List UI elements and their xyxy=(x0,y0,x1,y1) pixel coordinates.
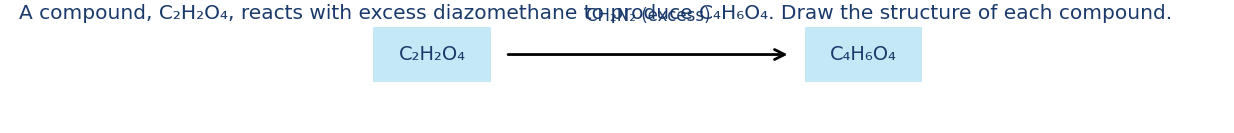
Text: C₂H₂O₄: C₂H₂O₄ xyxy=(399,45,465,64)
Text: C₄H₆O₄: C₄H₆O₄ xyxy=(830,45,897,64)
FancyBboxPatch shape xyxy=(373,27,490,82)
Text: CH₂N₂ (excess): CH₂N₂ (excess) xyxy=(586,7,710,25)
Text: A compound, C₂H₂O₄, reacts with excess diazomethane to produce C₄H₆O₄. Draw the : A compound, C₂H₂O₄, reacts with excess d… xyxy=(19,4,1171,23)
FancyBboxPatch shape xyxy=(805,27,922,82)
